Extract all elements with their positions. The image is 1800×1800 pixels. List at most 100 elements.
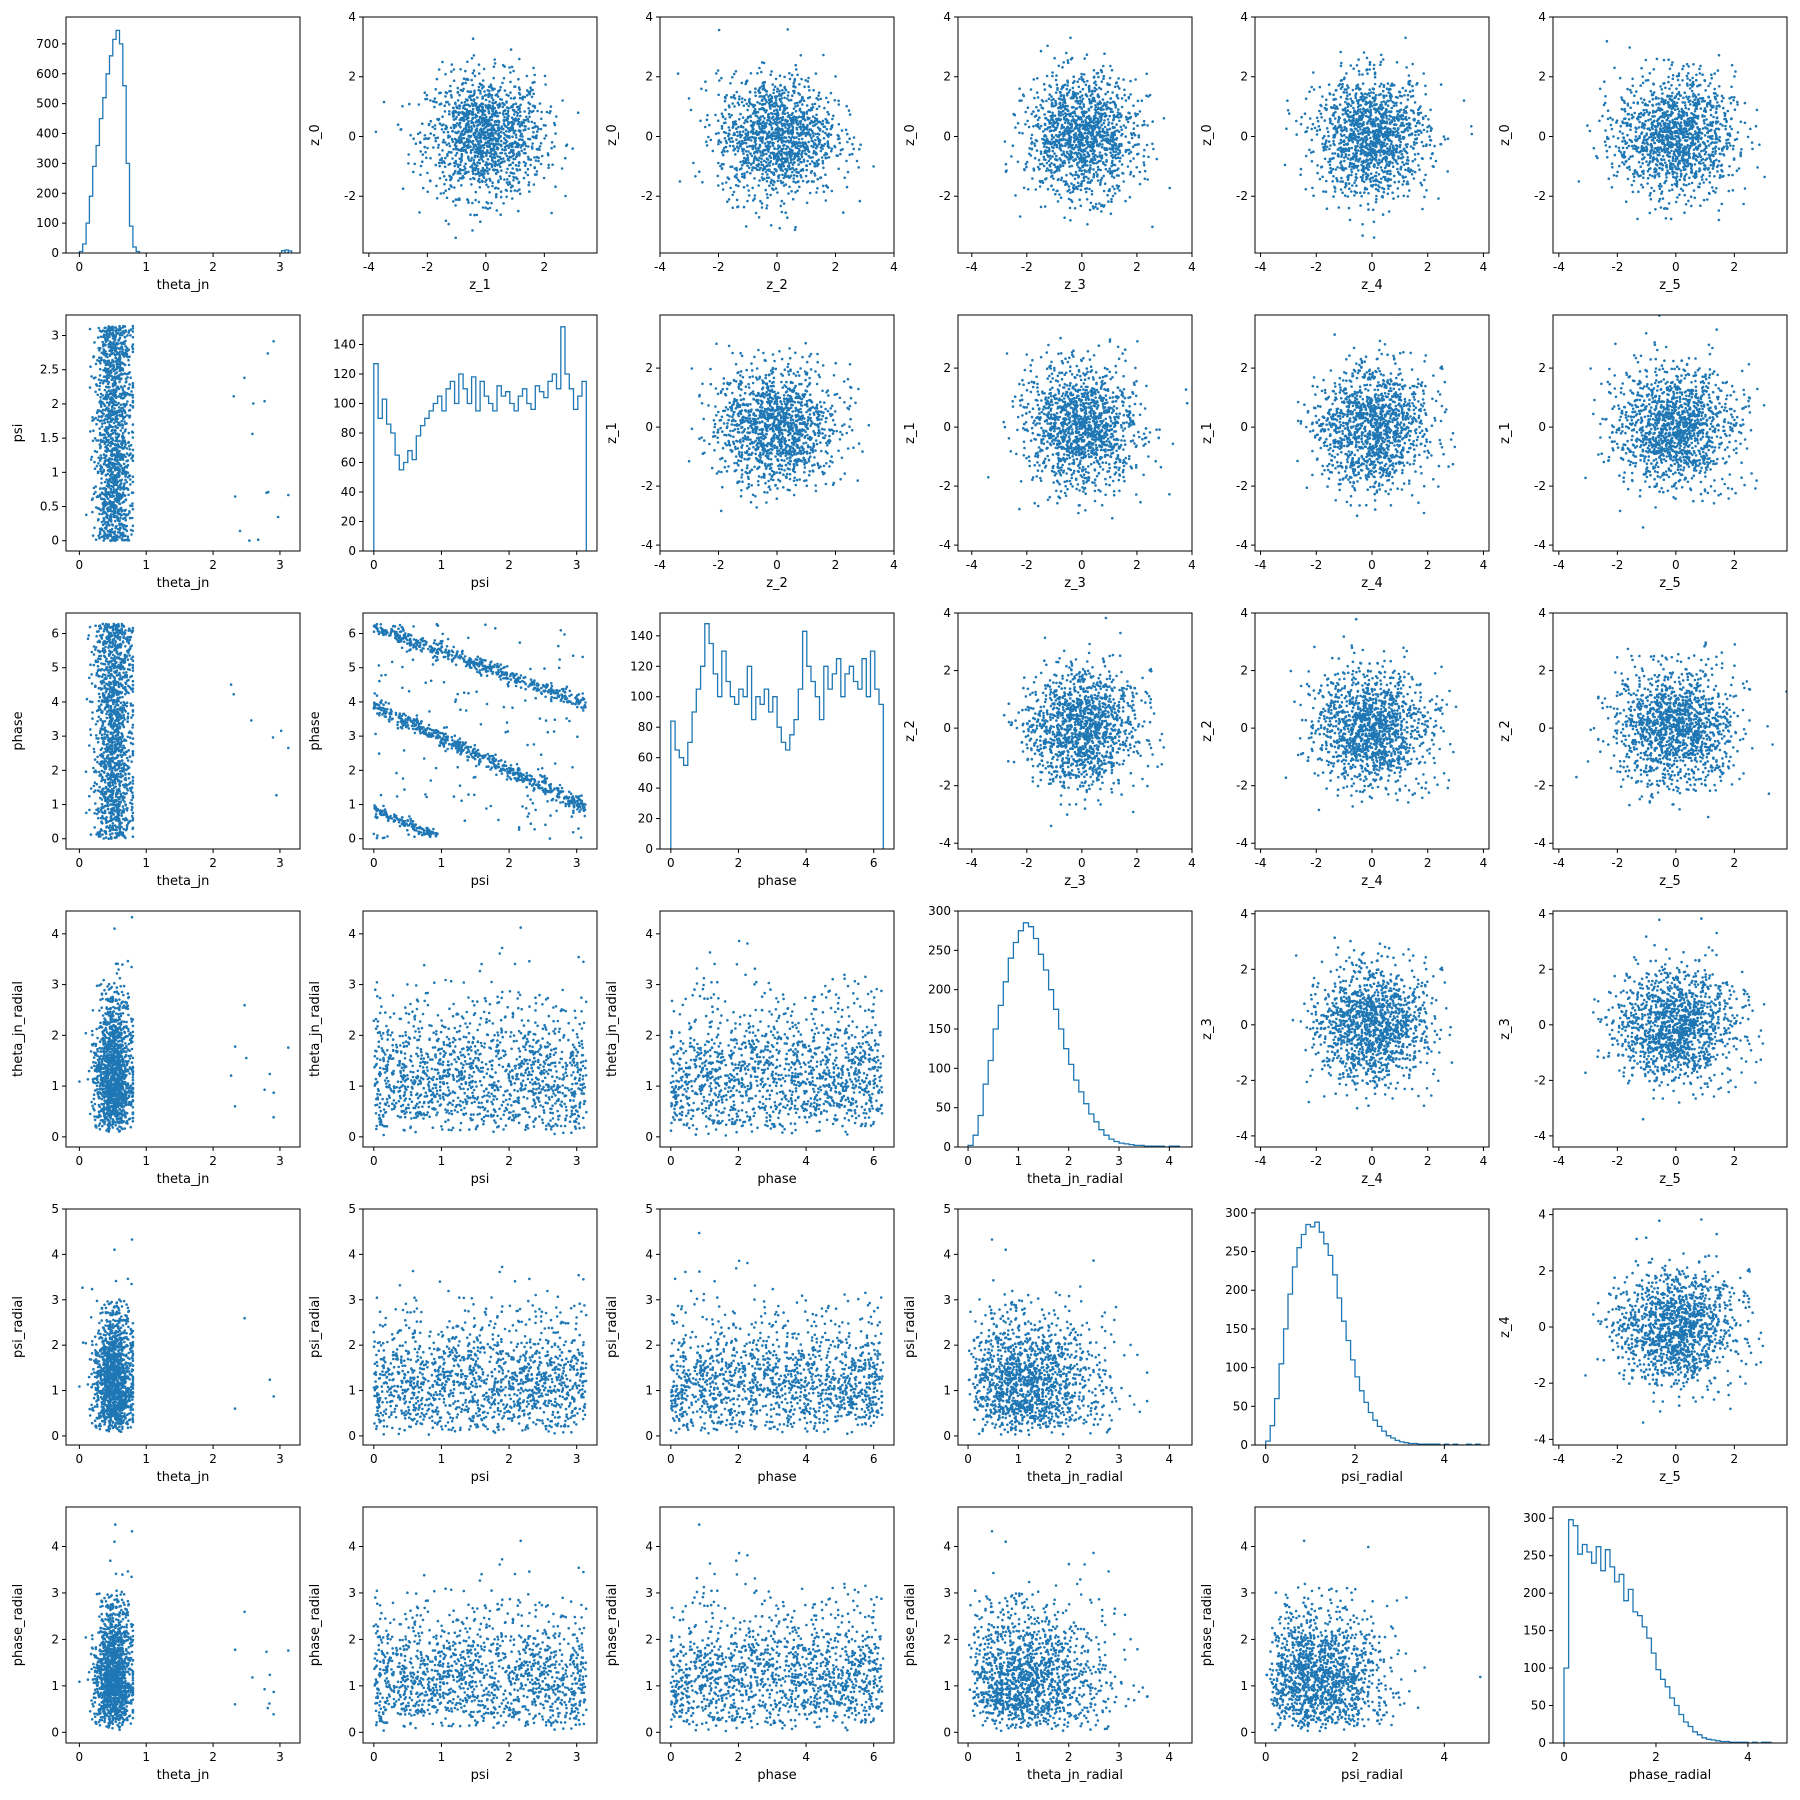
scatter-point xyxy=(1031,177,1034,180)
scatter-point xyxy=(1030,112,1033,116)
scatter-point xyxy=(804,174,808,178)
scatter-point xyxy=(827,146,831,149)
scatter-point xyxy=(1087,86,1091,90)
scatter-point xyxy=(491,184,494,188)
scatter-point xyxy=(488,100,491,103)
scatter-point xyxy=(1051,113,1054,117)
scatter-point xyxy=(1110,175,1114,178)
scatter-point xyxy=(819,97,823,101)
scatter-point xyxy=(1080,172,1083,176)
scatter-point xyxy=(1088,90,1091,93)
scatter-point xyxy=(743,98,747,102)
scatter-point xyxy=(780,181,783,185)
scatter-point xyxy=(433,127,437,131)
scatter-point xyxy=(1360,124,1364,128)
scatter-point xyxy=(491,181,494,184)
scatter-point xyxy=(744,150,748,153)
scatter-point xyxy=(786,216,789,219)
scatter-point xyxy=(1331,152,1334,155)
scatter-point xyxy=(747,161,751,164)
scatter-point xyxy=(499,175,502,178)
scatter-point xyxy=(1353,122,1357,126)
scatter-point xyxy=(478,161,482,165)
scatter-point xyxy=(773,95,777,98)
scatter-point xyxy=(1146,124,1149,127)
scatter-point xyxy=(1067,161,1071,164)
scatter-point xyxy=(1422,117,1425,121)
scatter-point xyxy=(516,189,519,193)
scatter-point xyxy=(726,176,729,179)
scatter-point xyxy=(522,176,526,180)
scatter-point xyxy=(476,167,480,171)
scatter-point xyxy=(1286,109,1290,112)
scatter-point xyxy=(459,133,463,136)
scatter-point xyxy=(1032,169,1036,172)
scatter-point xyxy=(1078,198,1081,201)
scatter-point xyxy=(1406,98,1410,101)
scatter-point xyxy=(703,125,707,129)
scatter-point xyxy=(1138,110,1142,113)
scatter-point xyxy=(412,170,415,174)
scatter-point xyxy=(418,211,421,214)
scatter-point xyxy=(540,110,543,114)
scatter-point xyxy=(805,145,809,148)
scatter-point xyxy=(813,174,817,177)
scatter-point xyxy=(1372,236,1376,239)
scatter-point xyxy=(743,172,746,175)
scatter-point xyxy=(1096,123,1099,127)
scatter-point xyxy=(1134,114,1138,118)
scatter-point xyxy=(1115,81,1119,84)
scatter-point xyxy=(468,159,471,162)
scatter-point xyxy=(757,184,760,187)
y-tick-label: -2 xyxy=(344,189,356,203)
scatter-point xyxy=(1063,121,1067,124)
scatter-point xyxy=(1050,116,1054,120)
scatter-point xyxy=(769,73,772,76)
scatter-point xyxy=(741,175,744,179)
scatter-point xyxy=(769,193,772,197)
scatter-point xyxy=(543,74,547,78)
scatter-point xyxy=(1401,86,1405,90)
scatter-point xyxy=(753,144,757,148)
scatter-point xyxy=(1039,103,1042,107)
scatter-point xyxy=(1068,156,1071,159)
scatter-point xyxy=(1070,164,1074,168)
scatter-point xyxy=(480,102,484,105)
scatter-point xyxy=(1075,137,1078,141)
scatter-point xyxy=(551,163,554,166)
scatter-point xyxy=(522,160,526,164)
scatter-point xyxy=(1350,173,1353,177)
scatter-point xyxy=(443,165,447,169)
scatter-point xyxy=(774,131,778,135)
scatter-point xyxy=(502,131,506,135)
scatter-point xyxy=(1404,36,1407,40)
scatter-point xyxy=(1124,199,1127,203)
scatter-point xyxy=(485,106,488,109)
scatter-point xyxy=(1045,127,1049,131)
scatter-point xyxy=(1105,114,1108,117)
scatter-point xyxy=(1327,140,1331,143)
scatter-point xyxy=(527,183,530,187)
scatter-point xyxy=(801,143,805,147)
scatter-point xyxy=(804,152,807,155)
scatter-point xyxy=(507,114,510,118)
scatter-point xyxy=(819,146,823,149)
scatter-point xyxy=(1102,77,1105,80)
scatter-point xyxy=(443,104,447,107)
scatter-point xyxy=(472,176,475,180)
scatter-point xyxy=(533,106,537,109)
scatter-point xyxy=(1429,108,1432,112)
scatter-point xyxy=(489,148,493,151)
scatter-point xyxy=(1407,116,1411,120)
scatter-point xyxy=(442,130,446,134)
scatter-point xyxy=(1083,57,1086,60)
scatter-point xyxy=(808,162,812,166)
scatter-point xyxy=(1074,100,1077,103)
x-tick-label: 4 xyxy=(890,260,898,274)
scatter-point xyxy=(1116,148,1120,151)
scatter-point xyxy=(503,145,507,149)
scatter-point xyxy=(443,182,446,186)
scatter-point xyxy=(1063,130,1066,134)
scatter-point xyxy=(749,139,753,142)
scatter-point xyxy=(806,159,809,163)
